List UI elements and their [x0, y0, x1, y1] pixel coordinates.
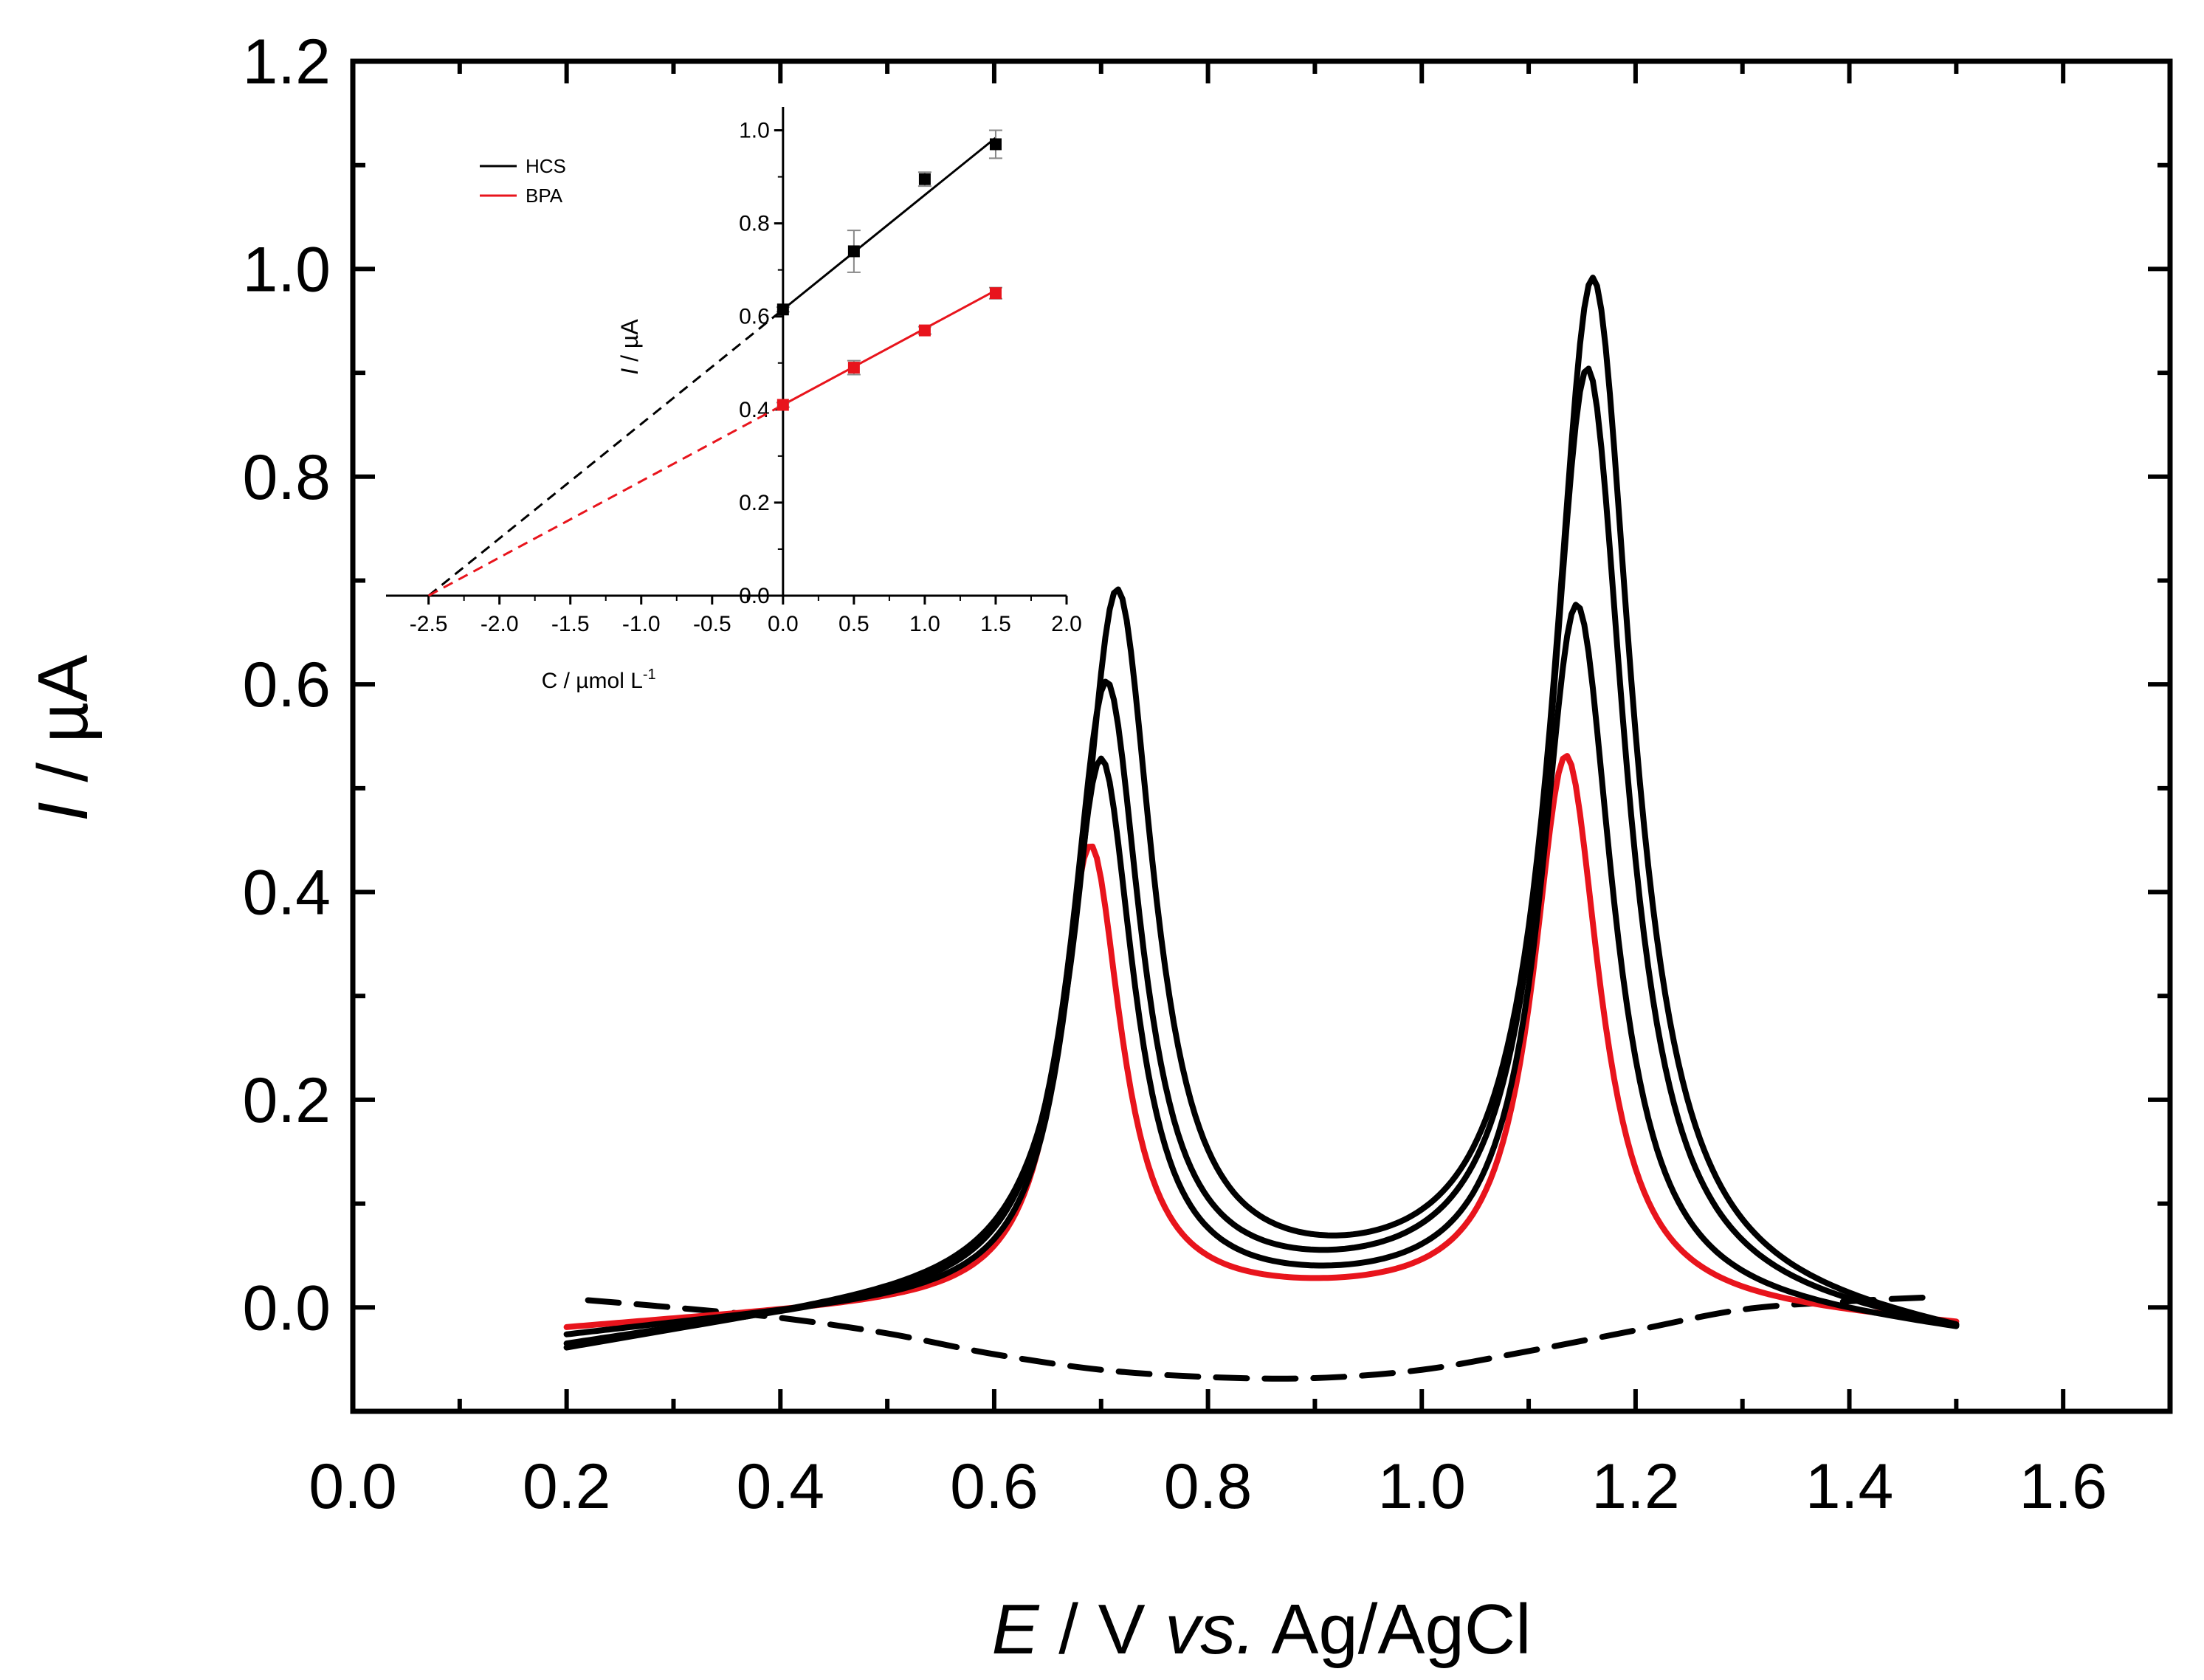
- x-axis-title-unit: / V: [1039, 1590, 1165, 1669]
- y-tick-label: 0.4: [242, 858, 331, 929]
- inset-plot: -2.5 -2.0 -1.5 -1.0 -0.5 0.0 0.5 1.0 1.5 2.0 0.0 0.…: [386, 107, 1082, 693]
- inset-y-tick-label: 0.0: [739, 584, 770, 608]
- inset-fit-line-bpa: [782, 289, 996, 406]
- y-tick-label: 1.0: [242, 234, 331, 305]
- inset-x-tick-label: 2.0: [1051, 612, 1082, 636]
- inset-point-hcs: [989, 138, 1002, 151]
- inset-x-tick-label: -0.5: [693, 612, 731, 636]
- x-tick-label: 1.6: [2019, 1451, 2107, 1522]
- inset-y-tick-label: 0.4: [739, 398, 770, 422]
- inset-x-axis-title: C / µmol L-1: [542, 667, 656, 693]
- inset-y-axis-title-symbol: I: [616, 368, 643, 375]
- x-axis-title-reference: Ag/AgCl: [1256, 1590, 1532, 1669]
- x-tick-label: 0.8: [1164, 1451, 1253, 1522]
- inset-y-tick-label: 0.8: [739, 212, 770, 236]
- inset-x-tick-label: 1.0: [909, 612, 940, 636]
- inset-x-axis-title-exponent: -1: [643, 667, 656, 683]
- x-tick-label: 1.4: [1805, 1451, 1894, 1522]
- inset-y-axis-title: I / µA: [616, 319, 643, 375]
- x-tick-label: 1.0: [1377, 1451, 1466, 1522]
- y-tick-label: 0.8: [242, 442, 331, 513]
- x-tick-label: 0.2: [523, 1451, 611, 1522]
- inset-x-tick-label: -2.5: [410, 612, 448, 636]
- y-tick-label: 1.2: [242, 27, 331, 97]
- x-tick-label: 0.6: [950, 1451, 1039, 1522]
- inset-y-axis-title-unit: / µA: [616, 319, 643, 368]
- inset-legend-label-bpa: BPA: [526, 185, 563, 207]
- inset-x-tick-label: 1.5: [980, 612, 1011, 636]
- x-tick-label: 0.4: [737, 1451, 825, 1522]
- series-line-hcs-1-5: [563, 275, 1960, 1351]
- inset-point-hcs: [847, 245, 860, 258]
- x-axis-title-vs: vs.: [1165, 1590, 1256, 1669]
- x-tick-label: 1.2: [1591, 1451, 1680, 1522]
- series-line-blank: [585, 1294, 1938, 1382]
- inset-fit-line-hcs: [782, 137, 996, 311]
- inset-legend-label-hcs: HCS: [526, 155, 566, 177]
- inset-x-axis-title-text: C / µmol L: [542, 669, 643, 693]
- inset-x-tick-label: 0.0: [768, 612, 799, 636]
- x-tick-label: 0.0: [309, 1451, 397, 1522]
- inset-x-tick-label: -2.0: [481, 612, 519, 636]
- main-plot: 0.0 0.2 0.4 0.6 0.8 1.0 1.2 1.4 1.6 0.0 0.2 0.4 0.6 0…: [24, 27, 2173, 1669]
- inset-point-hcs: [918, 173, 931, 185]
- x-axis-title-symbol: E: [992, 1590, 1040, 1669]
- inset-y-tick-label: 1.0: [739, 119, 770, 143]
- x-axis-title: E / V vs. Ag/AgCl: [992, 1590, 1532, 1669]
- inset-x-tick-label: -1.5: [551, 612, 590, 636]
- y-axis-title-symbol: I: [24, 802, 103, 822]
- inset-y-tick-label: 0.2: [739, 491, 770, 515]
- y-tick-label: 0.6: [242, 650, 331, 720]
- inset-extrapolation-hcs: [427, 309, 784, 597]
- inset-point-bpa: [847, 362, 860, 374]
- plot-frame: [350, 58, 2173, 1414]
- y-tick-label: 0.0: [242, 1273, 331, 1343]
- inset-x-tick-label: -1.0: [622, 612, 661, 636]
- inset-point-bpa: [918, 324, 931, 337]
- y-tick-label: 0.2: [242, 1065, 331, 1136]
- y-axis-title-unit: / µA: [24, 655, 103, 802]
- inset-point-hcs: [776, 303, 789, 316]
- inset-point-bpa: [776, 399, 789, 411]
- y-axis-title: I / µA: [24, 655, 103, 822]
- inset-x-tick-label: 0.5: [838, 612, 869, 636]
- inset-point-bpa: [989, 287, 1002, 300]
